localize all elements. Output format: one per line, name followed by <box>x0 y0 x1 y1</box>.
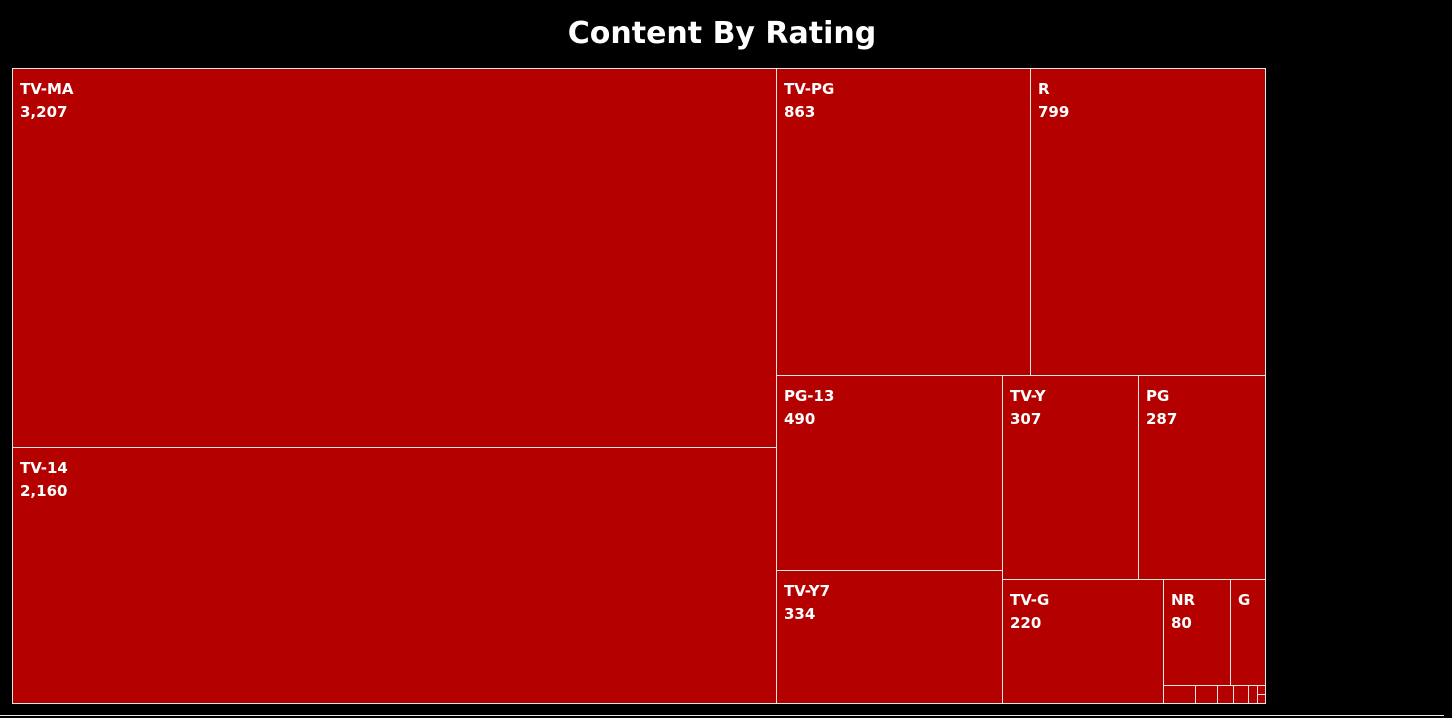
treemap-tile-pg-13[interactable]: PG-13 490 <box>776 375 1003 571</box>
tile-label: TV-PG 863 <box>784 78 834 124</box>
tile-value-label: 863 <box>784 103 816 121</box>
tile-rating-label: TV-G <box>1010 591 1050 609</box>
treemap-tile-small-1[interactable] <box>1163 685 1196 704</box>
tile-label: TV-MA 3,207 <box>20 78 74 124</box>
tile-label: TV-Y7 334 <box>784 580 830 626</box>
tile-label: R 799 <box>1038 78 1069 124</box>
tile-rating-label: TV-14 <box>20 459 68 477</box>
treemap-tile-small-2[interactable] <box>1195 685 1218 704</box>
tile-rating-label: NR <box>1171 591 1196 609</box>
tile-value-label: 799 <box>1038 103 1070 121</box>
treemap-tile-g[interactable]: G <box>1230 579 1266 686</box>
tile-rating-label: PG-13 <box>784 387 835 405</box>
treemap-tile-small-7[interactable] <box>1257 694 1266 704</box>
tile-value-label: 307 <box>1010 410 1042 428</box>
bottom-divider <box>0 715 1444 716</box>
tile-value-label: 3,207 <box>20 103 68 121</box>
tile-rating-label: TV-MA <box>20 80 74 98</box>
treemap-tile-tv-g[interactable]: TV-G 220 <box>1002 579 1164 704</box>
treemap-tile-tv-y[interactable]: TV-Y 307 <box>1002 375 1139 580</box>
treemap-tile-tv-y7[interactable]: TV-Y7 334 <box>776 570 1003 704</box>
tile-label: TV-G 220 <box>1010 589 1049 635</box>
treemap-tile-small-4[interactable] <box>1233 685 1249 704</box>
tile-label: TV-14 2,160 <box>20 457 68 503</box>
treemap-tile-tv-ma[interactable]: TV-MA 3,207 <box>12 68 777 448</box>
tile-rating-label: R <box>1038 80 1050 98</box>
tile-rating-label: G <box>1238 591 1251 609</box>
tile-value-label: 287 <box>1146 410 1178 428</box>
treemap-tile-small-3[interactable] <box>1217 685 1234 704</box>
tile-rating-label: TV-Y <box>1010 387 1046 405</box>
treemap-tile-tv-pg[interactable]: TV-PG 863 <box>776 68 1031 376</box>
tile-label: G <box>1238 589 1250 612</box>
tile-rating-label: PG <box>1146 387 1170 405</box>
tile-value-label: 334 <box>784 605 816 623</box>
tile-label: NR 80 <box>1171 589 1195 635</box>
treemap-tile-r[interactable]: R 799 <box>1030 68 1266 376</box>
tile-rating-label: TV-Y7 <box>784 582 831 600</box>
treemap-tile-pg[interactable]: PG 287 <box>1138 375 1266 580</box>
tile-value-label: 490 <box>784 410 816 428</box>
tile-label: PG 287 <box>1146 385 1177 431</box>
tile-rating-label: TV-PG <box>784 80 835 98</box>
tile-value-label: 80 <box>1171 614 1192 632</box>
treemap-tile-nr[interactable]: NR 80 <box>1163 579 1231 686</box>
tile-label: TV-Y 307 <box>1010 385 1046 431</box>
tile-value-label: 2,160 <box>20 482 68 500</box>
treemap-tile-tv-14[interactable]: TV-14 2,160 <box>12 447 777 704</box>
tile-value-label: 220 <box>1010 614 1042 632</box>
chart-title: Content By Rating <box>567 16 877 51</box>
tile-label: PG-13 490 <box>784 385 834 431</box>
treemap-chart: TV-MA 3,207 TV-14 2,160 TV-PG 863 R 799 PG-13 490… <box>12 68 1266 704</box>
